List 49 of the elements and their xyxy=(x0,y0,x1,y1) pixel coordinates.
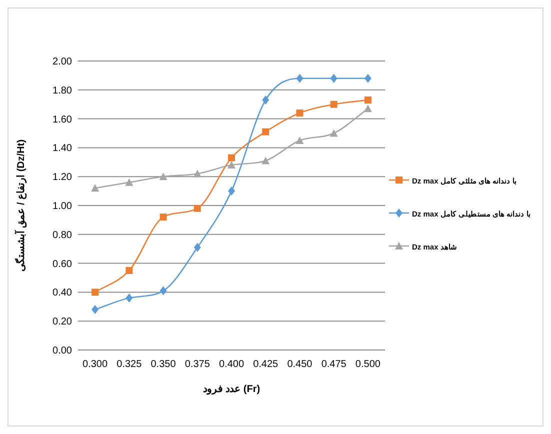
point xyxy=(330,129,338,137)
x-tick-label: 0.450 xyxy=(287,359,313,370)
y-tick-label: 1.60 xyxy=(52,114,72,126)
y-tick-label: 2.00 xyxy=(52,56,72,68)
x-tick-label: 0.300 xyxy=(82,359,108,370)
y-tick-label: 0.80 xyxy=(52,230,72,241)
point xyxy=(262,128,270,136)
point xyxy=(330,74,338,83)
point xyxy=(125,178,134,186)
x-axis-title: عدد فرود (Fr) xyxy=(202,384,260,395)
y-tick-label: 0.20 xyxy=(52,316,72,328)
point xyxy=(160,214,167,221)
point xyxy=(262,156,270,164)
y-tick-label: 1.40 xyxy=(52,143,72,154)
point xyxy=(194,204,201,212)
point xyxy=(364,104,372,112)
point xyxy=(126,293,133,302)
point xyxy=(92,305,99,314)
y-tick-label: 0.00 xyxy=(52,346,72,356)
point xyxy=(126,267,133,274)
point xyxy=(296,110,304,117)
y-tick-label: 1.00 xyxy=(52,201,72,212)
y-tick-label: 1.20 xyxy=(52,172,72,184)
x-tick-label: 0.425 xyxy=(253,359,279,370)
point xyxy=(262,96,270,105)
point xyxy=(228,161,236,169)
point xyxy=(228,186,235,196)
x-tick-label: 0.475 xyxy=(321,359,347,370)
y-tick-label: 1.80 xyxy=(52,85,72,96)
point xyxy=(193,170,202,178)
x-tick-label: 0.350 xyxy=(150,359,176,370)
x-tick-label: 0.400 xyxy=(218,359,244,370)
y-tick-label: 0.40 xyxy=(52,288,72,299)
point xyxy=(296,74,304,83)
point xyxy=(160,286,167,296)
point xyxy=(296,136,304,144)
point xyxy=(330,100,338,108)
y-axis-title: ارتفاع / عمق آبشستگی (Dz/Ht) xyxy=(14,139,27,272)
point xyxy=(364,96,372,104)
x-tick-label: 0.500 xyxy=(355,359,381,370)
x-tick-label: 0.375 xyxy=(184,359,210,370)
point xyxy=(159,172,168,180)
point xyxy=(228,154,235,162)
x-tick-label: 0.325 xyxy=(116,359,142,370)
point xyxy=(364,74,372,83)
point xyxy=(91,184,100,192)
point xyxy=(92,288,99,296)
y-tick-label: 0.60 xyxy=(52,258,72,270)
point xyxy=(194,242,201,252)
